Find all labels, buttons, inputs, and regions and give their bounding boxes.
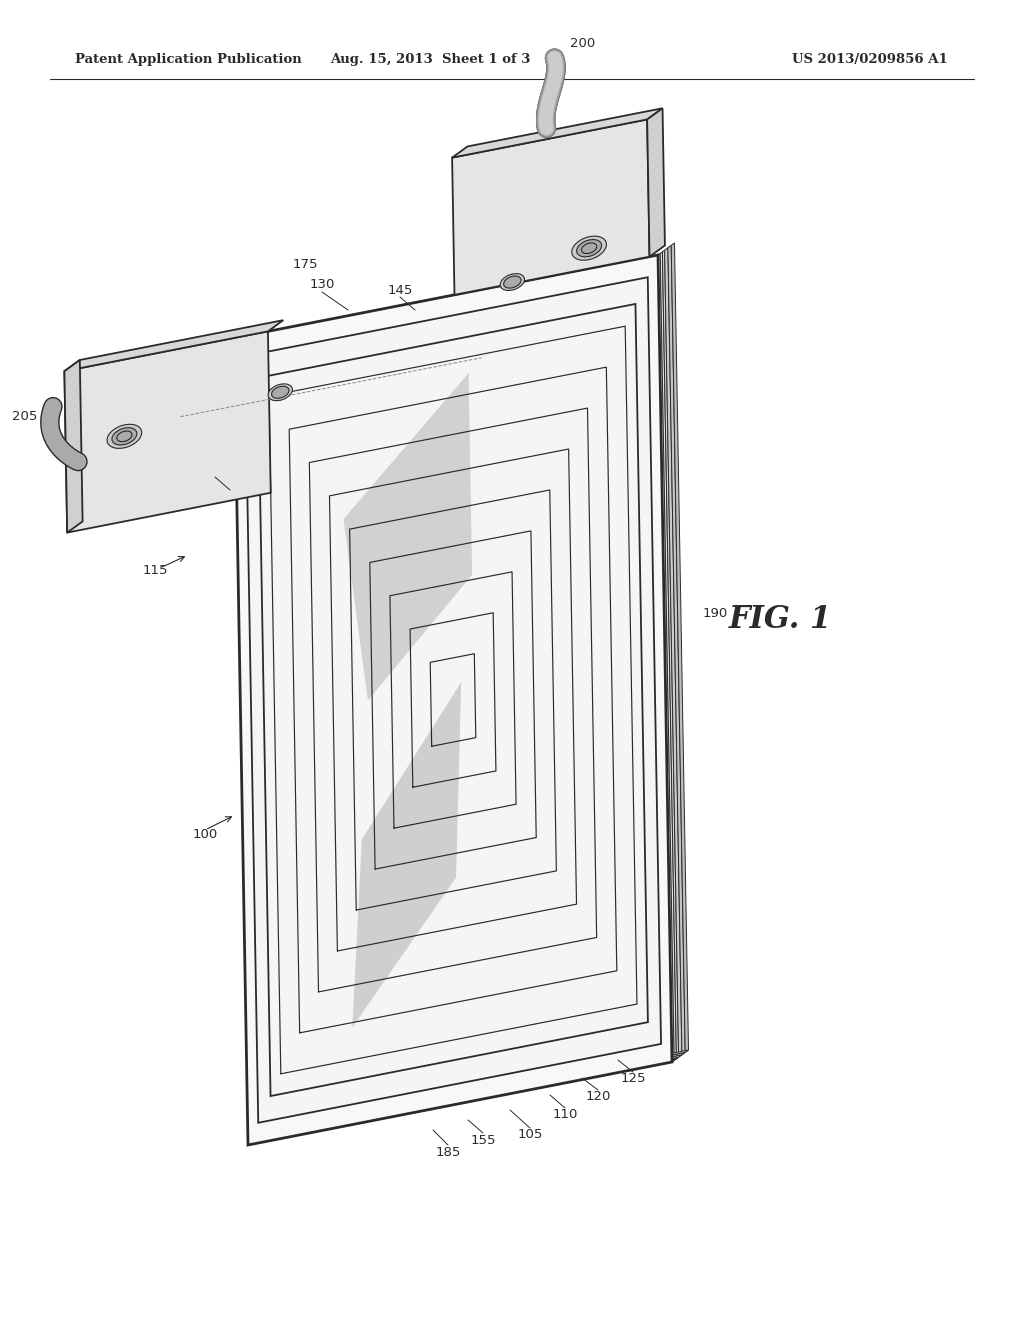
Text: 215: 215 [505, 297, 530, 310]
Ellipse shape [108, 424, 141, 449]
Text: 210: 210 [585, 219, 609, 232]
Polygon shape [248, 1060, 674, 1144]
Text: 175: 175 [292, 259, 317, 272]
Text: 150: 150 [185, 479, 211, 491]
Polygon shape [261, 1049, 688, 1135]
Polygon shape [65, 360, 83, 532]
Polygon shape [453, 120, 649, 294]
Ellipse shape [268, 384, 293, 401]
Text: US 2013/0209856 A1: US 2013/0209856 A1 [793, 53, 948, 66]
Ellipse shape [504, 276, 521, 288]
Text: 135: 135 [597, 234, 623, 247]
Ellipse shape [577, 239, 601, 257]
Polygon shape [647, 108, 665, 256]
Text: 155: 155 [470, 1134, 496, 1147]
Text: 125: 125 [621, 1072, 646, 1085]
Text: 130: 130 [309, 279, 335, 292]
Text: 180: 180 [171, 424, 197, 437]
Polygon shape [65, 321, 284, 371]
Polygon shape [671, 243, 688, 1052]
Text: 205: 205 [12, 411, 38, 424]
Ellipse shape [271, 387, 289, 399]
Polygon shape [258, 1052, 685, 1138]
Text: 115: 115 [142, 564, 168, 577]
Text: 120: 120 [586, 1090, 610, 1104]
Text: 185: 185 [435, 1146, 461, 1159]
Text: 100: 100 [193, 829, 218, 842]
Polygon shape [658, 253, 674, 1063]
Text: 210: 210 [96, 408, 122, 421]
Text: 105: 105 [517, 1129, 543, 1142]
Polygon shape [665, 248, 682, 1057]
Polygon shape [234, 255, 672, 1144]
Ellipse shape [500, 273, 524, 290]
Ellipse shape [582, 243, 597, 253]
Text: Patent Application Publication: Patent Application Publication [75, 53, 302, 66]
Ellipse shape [112, 428, 137, 445]
Text: 140: 140 [203, 463, 227, 477]
Text: 190: 190 [702, 607, 728, 620]
Polygon shape [245, 277, 662, 1123]
Ellipse shape [571, 236, 606, 260]
Polygon shape [252, 1057, 679, 1142]
Text: 200: 200 [570, 37, 595, 50]
Polygon shape [352, 682, 461, 1027]
Ellipse shape [117, 432, 132, 442]
Text: 145: 145 [387, 284, 413, 297]
Polygon shape [453, 108, 663, 157]
Polygon shape [65, 331, 270, 532]
Polygon shape [663, 251, 679, 1059]
Text: 110: 110 [552, 1109, 578, 1122]
Text: Aug. 15, 2013  Sheet 1 of 3: Aug. 15, 2013 Sheet 1 of 3 [330, 53, 530, 66]
Polygon shape [660, 252, 677, 1060]
Text: FIG. 1: FIG. 1 [728, 605, 831, 635]
Polygon shape [250, 1059, 677, 1143]
Polygon shape [255, 1055, 682, 1140]
Text: 215: 215 [262, 408, 288, 421]
Polygon shape [668, 246, 685, 1055]
Polygon shape [343, 374, 472, 701]
